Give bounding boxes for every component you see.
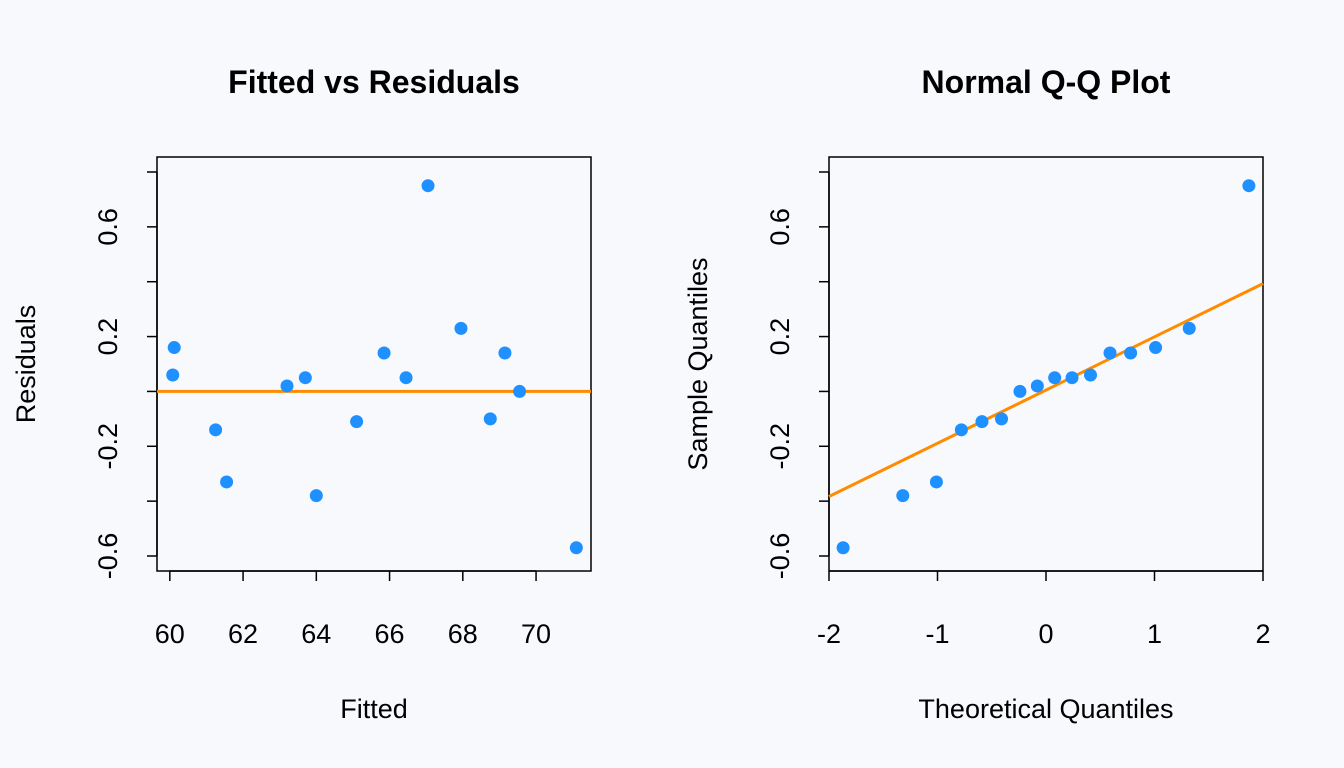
residuals-plot-ytick-label: -0.2 xyxy=(93,423,123,470)
qq-plot-point xyxy=(1124,346,1138,360)
qq-plot-title: Normal Q-Q Plot xyxy=(922,64,1171,100)
residuals-plot-xtick-label: 64 xyxy=(301,619,331,649)
qq-plot-xtick-label: 1 xyxy=(1147,619,1162,649)
residuals-plot-xtick-label: 62 xyxy=(228,619,258,649)
residuals-plot-point xyxy=(483,412,497,426)
qq-plot-xtick-label: -1 xyxy=(925,619,949,649)
qq-plot-point xyxy=(975,415,989,429)
residuals-plot-xtick-label: 68 xyxy=(448,619,478,649)
qq-plot-points xyxy=(836,179,1256,555)
residuals-plot-ylabel: Residuals xyxy=(11,305,41,424)
qq-plot-point xyxy=(954,423,968,437)
residuals-plot-point xyxy=(298,371,312,385)
qq-plot-ytick-label: 0.2 xyxy=(765,318,795,356)
qq-plot-xlabel: Theoretical Quantiles xyxy=(918,694,1173,724)
qq-plot-point xyxy=(1048,371,1062,385)
residuals-plot-point xyxy=(569,541,583,555)
residuals-plot-title: Fitted vs Residuals xyxy=(228,64,520,100)
qq-plot-point xyxy=(1065,371,1079,385)
residuals-plot-ytick-label: 0.6 xyxy=(93,208,123,246)
qq-plot-xtick-label: 2 xyxy=(1255,619,1270,649)
qq-plot-point xyxy=(929,475,943,489)
qq-plot-point xyxy=(896,489,910,503)
qq-plot-reference-line xyxy=(828,282,1264,498)
residuals-plot-ytick-label: -0.6 xyxy=(93,533,123,580)
residuals-plot-point xyxy=(377,346,391,360)
residuals-plot-point xyxy=(209,423,223,437)
qq-plot-point xyxy=(1030,379,1044,393)
residuals-plot-point xyxy=(309,489,323,503)
residuals-plot-point xyxy=(166,368,180,382)
residuals-plot-xtick-label: 70 xyxy=(521,619,551,649)
qq-plot-ytick-label: -0.6 xyxy=(765,533,795,580)
qq-plot-point xyxy=(1242,179,1256,193)
qq-plot-ytick-label: 0.6 xyxy=(765,208,795,246)
residuals-plot-xtick-label: 66 xyxy=(375,619,405,649)
qq-plot-panel: Normal Q-Q Plot Theoretical Quantiles Sa… xyxy=(683,64,1271,724)
qq-plot-point xyxy=(1149,341,1163,355)
qq-plot-point xyxy=(1103,346,1117,360)
qq-plot-xtick-label: -2 xyxy=(817,619,841,649)
residuals-plot-xlabel: Fitted xyxy=(340,694,408,724)
qq-plot-xtick-label: 0 xyxy=(1038,619,1053,649)
residuals-plot-point xyxy=(421,179,435,193)
qq-plot-point xyxy=(1083,368,1097,382)
residuals-plot-point xyxy=(220,475,234,489)
residuals-plot-point xyxy=(399,371,413,385)
qq-plot-reference-line-group xyxy=(828,282,1264,498)
qq-plot-ticks: -2 -1 0 1 2 -0.6 -0.2 0.2 0.6 xyxy=(765,171,1271,649)
residuals-plot-xtick-label: 60 xyxy=(155,619,185,649)
qq-plot-point xyxy=(995,412,1009,426)
residuals-plot-point xyxy=(167,341,181,355)
qq-plot-point xyxy=(1182,321,1196,335)
residuals-plot-panel: Fitted vs Residuals Fitted Residuals 60 6… xyxy=(11,64,592,724)
residuals-plot-point xyxy=(280,379,294,393)
qq-plot-ylabel: Sample Quantiles xyxy=(683,257,713,470)
residuals-plot-ticks: 60 62 64 66 68 70 -0.6 -0.2 0.2 0.6 xyxy=(93,171,551,649)
residuals-plot-point xyxy=(454,321,468,335)
qq-plot-point xyxy=(836,541,850,555)
residuals-plot-ytick-label: 0.2 xyxy=(93,318,123,356)
qq-plot-ytick-label: -0.2 xyxy=(765,423,795,470)
residuals-plot-point xyxy=(350,415,364,429)
qq-plot-point xyxy=(1013,384,1027,398)
residuals-plot-point xyxy=(513,384,527,398)
residuals-plot-points xyxy=(166,179,583,555)
residuals-plot-point xyxy=(498,346,512,360)
